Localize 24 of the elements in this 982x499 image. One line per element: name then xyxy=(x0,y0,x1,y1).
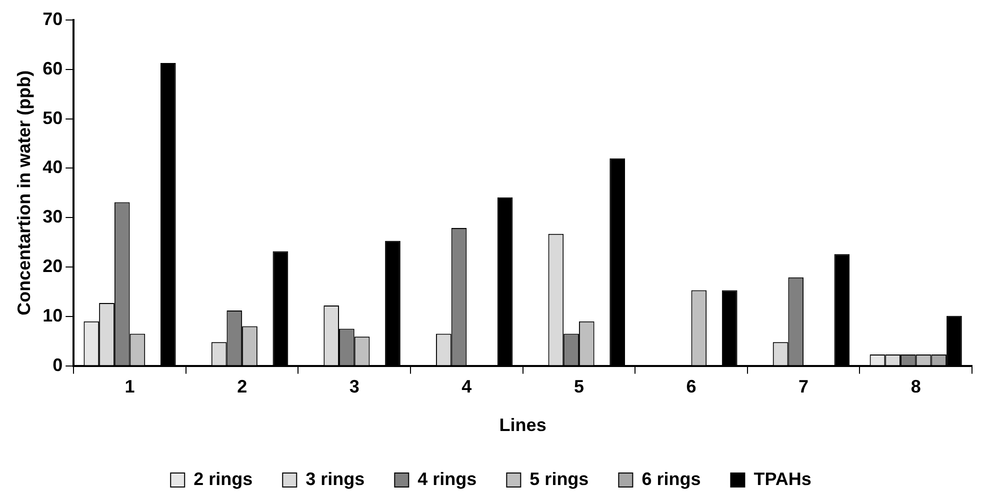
y-tick-label: 50 xyxy=(42,108,63,128)
legend-label: TPAHs xyxy=(754,468,812,489)
x-tick-label: 5 xyxy=(574,376,584,397)
x-axis-title: Lines xyxy=(499,415,546,436)
x-tick-label: 8 xyxy=(910,376,921,397)
y-tick-label: 40 xyxy=(42,157,63,178)
x-tick-label: 6 xyxy=(686,376,696,397)
y-tick-label: 30 xyxy=(42,206,63,227)
y-tick-label: 0 xyxy=(52,354,63,375)
x-tick-label: 7 xyxy=(798,376,809,397)
y-tick-label: 10 xyxy=(42,305,63,326)
legend-label: 2 rings xyxy=(194,468,253,489)
y-tick-label: 60 xyxy=(42,58,63,78)
x-tick-label: 2 xyxy=(237,376,248,397)
x-tick-label: 1 xyxy=(124,376,135,397)
y-tick-label: 70 xyxy=(42,8,63,29)
legend-label: 3 rings xyxy=(306,468,365,489)
x-tick-label: 3 xyxy=(349,376,360,397)
x-tick-label: 4 xyxy=(462,376,472,397)
y-axis-title: Concentartion in water (ppb) xyxy=(14,70,34,316)
legend-label: 6 rings xyxy=(642,468,701,489)
legend-label: 5 rings xyxy=(530,468,589,489)
y-tick-label: 20 xyxy=(42,256,63,276)
legend-label: 4 rings xyxy=(418,468,477,489)
